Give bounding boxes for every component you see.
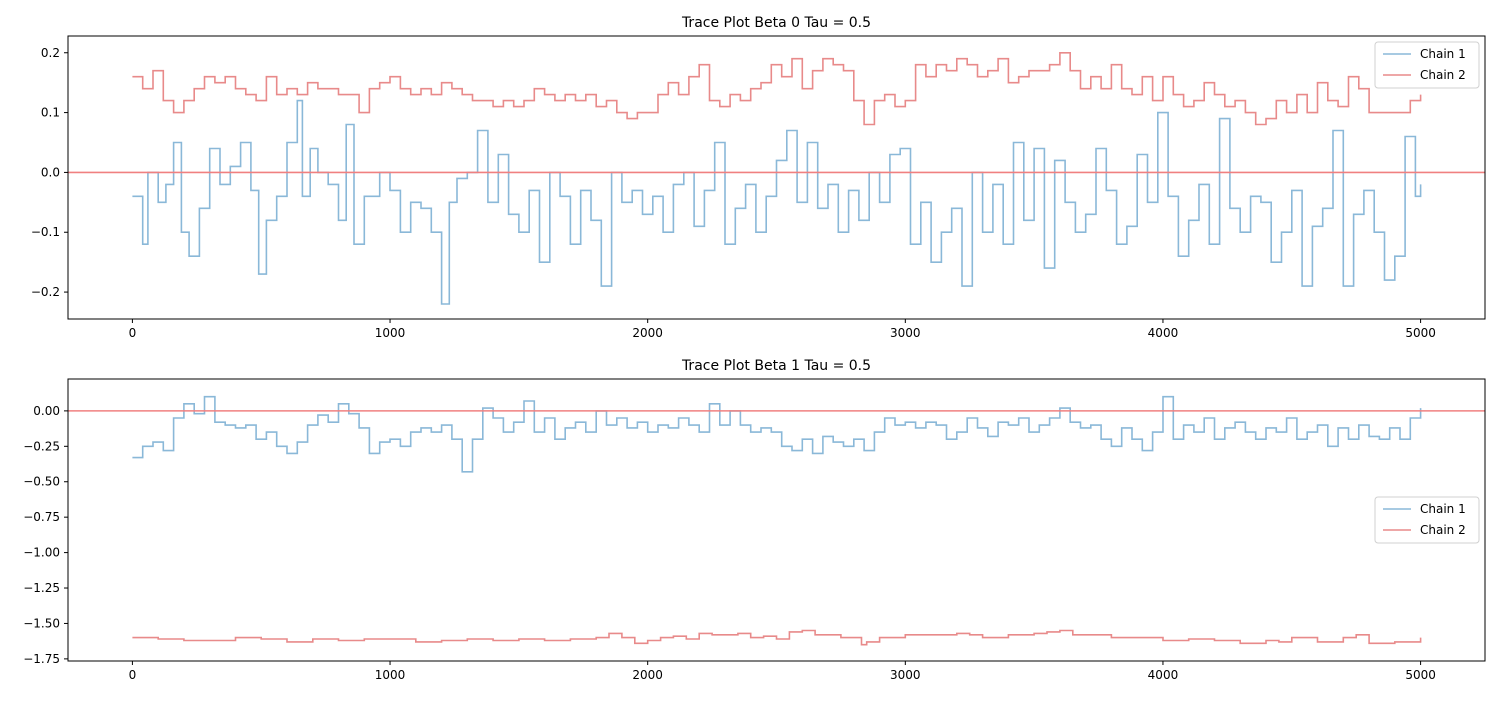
subplot-1: Trace Plot Beta 0 Tau = 0.5 0 1000 2000 3000… [31, 15, 1486, 340]
chart-title: Trace Plot Beta 0 Tau = 0.5 [681, 15, 871, 31]
x-tick-label: 0 [129, 326, 137, 340]
y-tick-label: −1.50 [23, 616, 60, 630]
series-line-chain-1 [132, 99, 1422, 305]
chart-title: Trace Plot Beta 1 Tau = 0.5 [681, 358, 871, 374]
series-line-chain-2 [132, 629, 1422, 646]
legend-label: Chain 2 [1420, 523, 1466, 537]
x-tick-label: 1000 [375, 668, 406, 682]
legend-label: Chain 1 [1420, 47, 1466, 61]
y-tick-label: 0.00 [33, 404, 60, 418]
x-tick-label: 4000 [1148, 326, 1179, 340]
x-tick-label: 0 [129, 668, 137, 682]
legend-label: Chain 1 [1420, 502, 1466, 516]
y-tick-label: −1.25 [23, 581, 60, 595]
y-tick-label: −0.75 [23, 510, 60, 524]
legend-label: Chain 2 [1420, 68, 1466, 82]
y-tick-label: −0.1 [31, 225, 60, 239]
y-tick-label: −1.00 [23, 546, 60, 560]
subplot-2: Trace Plot Beta 1 Tau = 0.5 0 1000 2000 3000… [23, 358, 1486, 682]
y-tick-label: −0.25 [23, 439, 60, 453]
legend: Chain 1 Chain 2 [1374, 496, 1480, 544]
x-tick-label: 3000 [890, 668, 921, 682]
y-tick-label: 0.1 [41, 106, 60, 120]
y-tick-label: −0.50 [23, 475, 60, 489]
y-tick-label: −0.2 [31, 285, 60, 299]
y-tick-label: 0.2 [41, 46, 60, 60]
x-tick-label: 4000 [1148, 668, 1179, 682]
x-tick-label: 5000 [1405, 326, 1436, 340]
x-tick-label: 3000 [890, 326, 921, 340]
x-tick-label: 1000 [375, 326, 406, 340]
series-line-chain-2 [132, 52, 1422, 126]
x-tick-label: 2000 [632, 326, 663, 340]
y-tick-label: 0.0 [41, 165, 60, 179]
y-tick-label: −1.75 [23, 652, 60, 666]
axes-frame [67, 35, 1486, 320]
x-tick-label: 5000 [1405, 668, 1436, 682]
axes-frame [67, 378, 1486, 662]
legend: Chain 1 Chain 2 [1374, 41, 1480, 89]
series-line-chain-1 [132, 395, 1422, 473]
x-tick-label: 2000 [632, 668, 663, 682]
